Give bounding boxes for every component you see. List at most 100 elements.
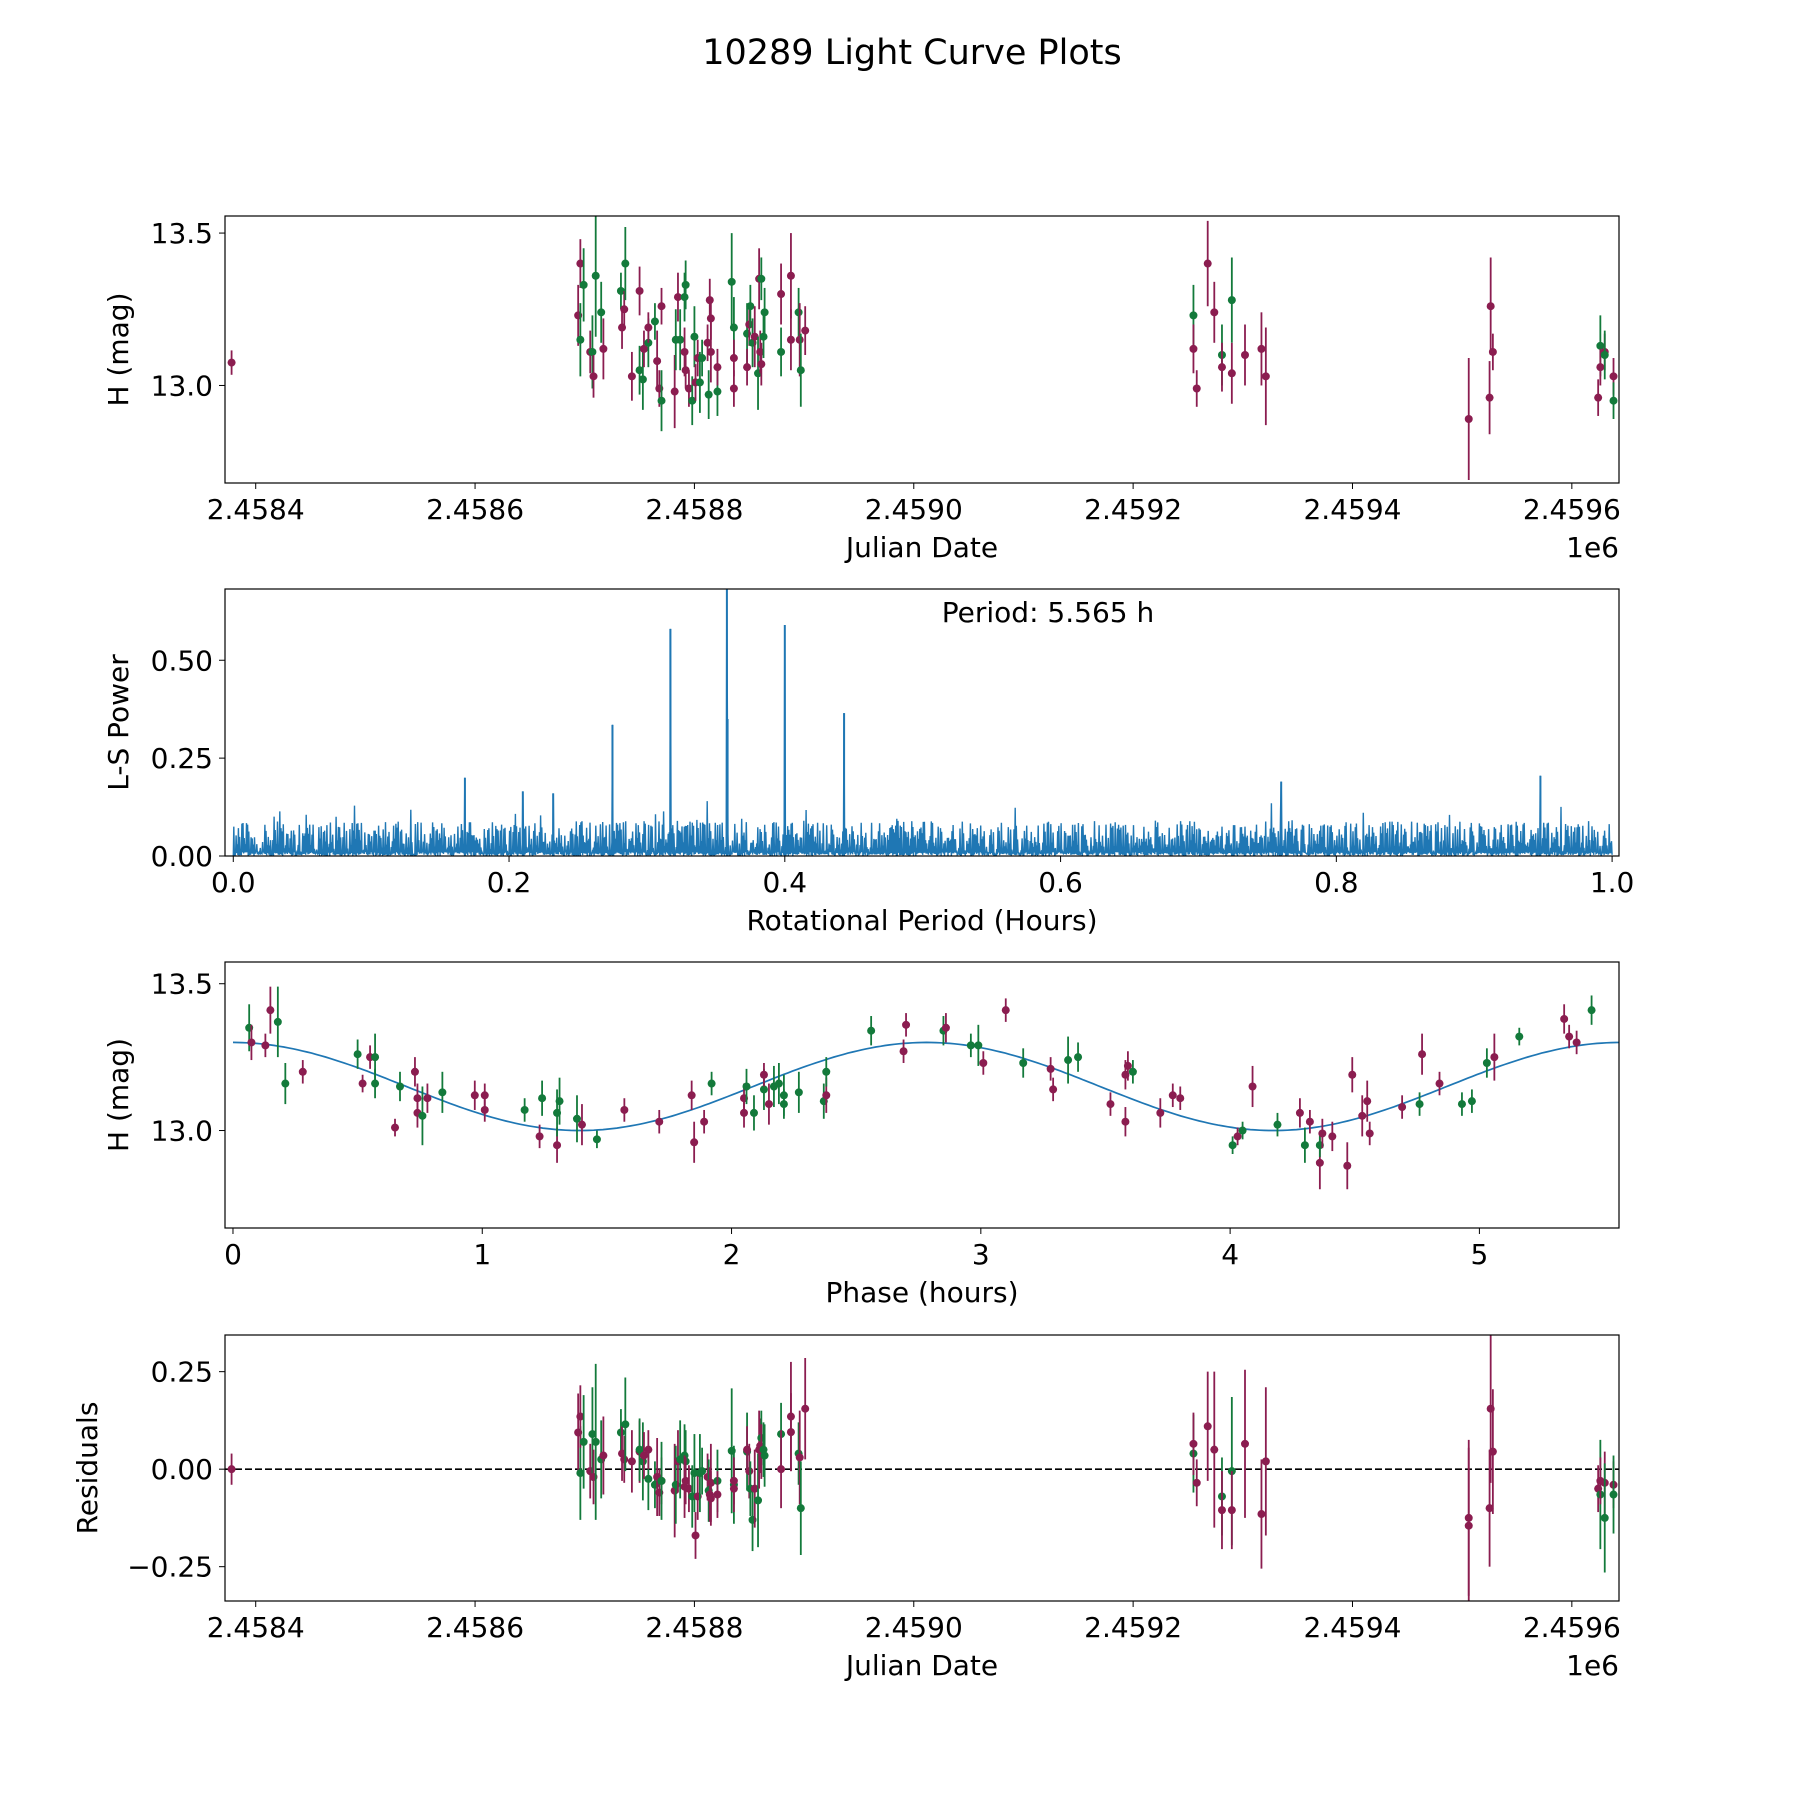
- marker: [756, 347, 765, 356]
- marker: [1189, 311, 1198, 320]
- marker: [1594, 393, 1603, 402]
- marker: [1515, 1032, 1524, 1041]
- data-point: [801, 306, 810, 355]
- data-point: [644, 1430, 653, 1470]
- marker: [1128, 1067, 1137, 1076]
- y-tick-label: 13.0: [151, 1115, 213, 1148]
- marker: [1233, 1132, 1242, 1141]
- data-point: [1485, 1449, 1494, 1567]
- x-tick-label: 5: [1470, 1238, 1488, 1271]
- data-point: [1318, 1118, 1327, 1149]
- marker: [786, 335, 795, 344]
- plot-area: [227, 216, 1618, 480]
- data-point: [1486, 257, 1495, 355]
- marker: [599, 344, 608, 353]
- data-point: [1457, 1092, 1466, 1116]
- marker: [706, 314, 715, 323]
- marker: [579, 1437, 588, 1446]
- marker: [1248, 1082, 1257, 1091]
- marker: [1398, 1103, 1407, 1112]
- data-point: [691, 1512, 700, 1559]
- data-point: [1467, 1089, 1476, 1113]
- x-tick-label: 1.0: [1590, 866, 1635, 899]
- x-tick-label: 2.4596: [1523, 1611, 1621, 1644]
- data-point: [705, 278, 714, 322]
- data-point: [470, 1080, 479, 1110]
- data-point: [621, 1377, 630, 1472]
- data-point: [620, 290, 629, 328]
- marker: [1596, 363, 1605, 372]
- marker: [729, 354, 738, 363]
- marker: [657, 1476, 666, 1485]
- data-point: [1305, 1109, 1314, 1134]
- marker: [713, 363, 722, 372]
- data-point: [371, 1068, 380, 1099]
- data-point: [1363, 1080, 1372, 1122]
- marker: [796, 1504, 805, 1513]
- data-point: [777, 263, 786, 325]
- data-point: [655, 1109, 664, 1134]
- data-point: [620, 1436, 629, 1483]
- marker: [1365, 1129, 1374, 1138]
- data-point: [704, 370, 713, 419]
- marker: [1488, 1447, 1497, 1456]
- marker: [1600, 1513, 1609, 1522]
- marker: [1572, 1038, 1581, 1047]
- data-point: [966, 1033, 975, 1058]
- marker: [1156, 1108, 1165, 1117]
- data-point: [579, 248, 588, 322]
- data-point: [690, 1121, 699, 1163]
- data-point: [713, 348, 722, 386]
- data-point: [1572, 1030, 1581, 1055]
- data-point: [577, 1104, 586, 1146]
- y-tick-label: 0.00: [151, 840, 213, 873]
- data-point: [713, 1471, 722, 1518]
- marker: [621, 1420, 630, 1429]
- data-point: [1560, 1004, 1569, 1034]
- data-point: [1515, 1027, 1524, 1046]
- data-point: [635, 1418, 644, 1481]
- x-tick-label: 0.0: [211, 866, 256, 899]
- marker: [657, 396, 666, 405]
- marker: [1064, 1056, 1073, 1065]
- x-tick-label: 0.8: [1314, 866, 1359, 899]
- data-point: [597, 281, 606, 343]
- marker: [729, 323, 738, 332]
- data-point: [520, 1098, 529, 1122]
- x-tick-label: 2.4590: [865, 493, 963, 526]
- marker: [1435, 1079, 1444, 1088]
- data-point: [750, 306, 759, 368]
- marker: [1609, 1490, 1618, 1499]
- marker: [1328, 1132, 1337, 1141]
- marker: [713, 1490, 722, 1499]
- data-point: [438, 1071, 447, 1113]
- marker: [638, 375, 647, 384]
- data-point: [684, 1465, 693, 1513]
- marker: [358, 1079, 367, 1088]
- x-tick-label: 3: [972, 1238, 990, 1271]
- data-point: [635, 266, 644, 316]
- marker: [1315, 1158, 1324, 1167]
- marker: [1457, 1100, 1466, 1109]
- marker: [1210, 1445, 1219, 1454]
- data-point: [1241, 1369, 1249, 1518]
- marker: [639, 344, 648, 353]
- data-point: [902, 1013, 911, 1037]
- data-point: [644, 312, 653, 343]
- data-point: [579, 1395, 588, 1489]
- marker: [1609, 396, 1618, 405]
- data-point: [576, 303, 585, 377]
- x-tick-label: 2.4586: [426, 493, 524, 526]
- data-point: [1156, 1098, 1165, 1128]
- marker: [538, 1094, 547, 1103]
- marker: [588, 347, 597, 356]
- marker: [777, 290, 786, 299]
- marker: [1488, 347, 1497, 356]
- marker: [750, 1484, 759, 1493]
- marker: [438, 1088, 447, 1097]
- marker: [371, 1079, 380, 1088]
- data-point: [1227, 1471, 1236, 1550]
- x-tick-label: 4: [1221, 1238, 1239, 1271]
- x-tick-label: 2.4592: [1084, 1611, 1182, 1644]
- marker: [620, 305, 629, 314]
